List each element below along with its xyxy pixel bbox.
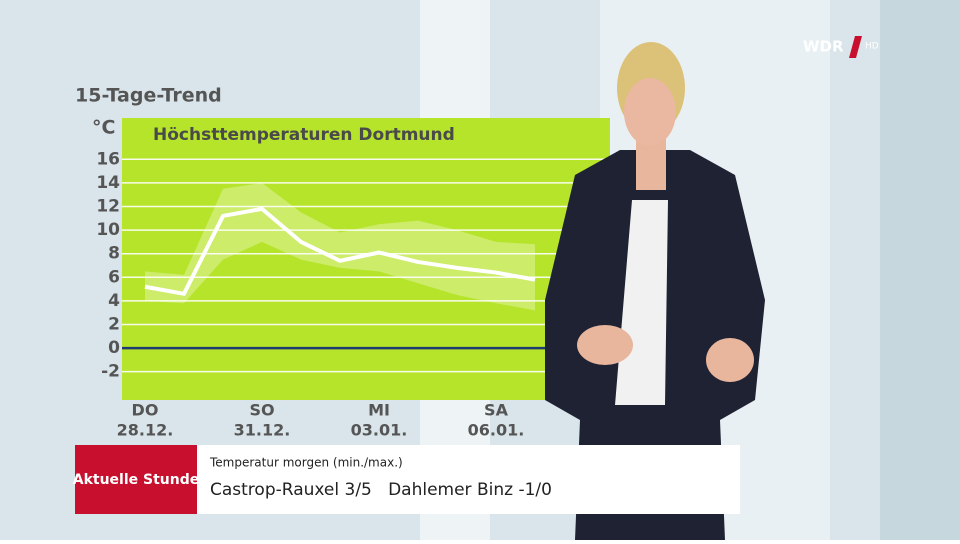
- ticker-caption: Temperatur morgen (min./max.): [209, 456, 403, 470]
- presenter-face: [624, 78, 676, 146]
- y-tick-label: 0: [108, 338, 120, 358]
- x-tick-weekday: SO: [249, 401, 274, 420]
- logo-slash: [849, 36, 862, 58]
- y-tick-label: 16: [96, 149, 120, 169]
- y-tick-label: -2: [101, 362, 120, 382]
- y-tick-label: 12: [96, 196, 120, 216]
- chart-title: Höchsttemperaturen Dortmund: [153, 125, 455, 145]
- logo: WDR: [803, 38, 844, 56]
- temperature-line: [144, 206, 536, 296]
- y-tick-label: 6: [108, 267, 120, 287]
- unit-label: °C: [92, 117, 115, 139]
- ticker-label-box: [75, 445, 197, 514]
- x-tick-weekday: DO: [132, 401, 159, 420]
- studio-panel: [880, 0, 960, 540]
- y-tick-label: 2: [108, 314, 120, 334]
- x-tick-label: 28.12.: [117, 421, 174, 440]
- y-tick-label: 8: [108, 244, 120, 264]
- y-tick-label: 14: [96, 173, 120, 193]
- x-tick-weekday: SA: [484, 401, 509, 420]
- ticker-label: Aktuelle Stunde: [73, 472, 200, 488]
- chart: Höchsttemperaturen Dortmund -2 0 2 4 6 8 10 12 14…: [96, 118, 610, 440]
- y-tick-label: 4: [108, 291, 120, 311]
- chart-heading: 15-Tage-Trend: [75, 85, 222, 107]
- presenter-hand: [577, 325, 633, 365]
- x-tick-weekday: MI: [368, 401, 390, 420]
- y-tick-label: 10: [96, 220, 120, 240]
- ticker-text: Castrop-Rauxel 3/5 Dahlemer Binz -1/0: [210, 480, 552, 500]
- range-band: [145, 182, 535, 311]
- x-tick-label: 06.01.: [468, 421, 525, 440]
- x-tick-label: 31.12.: [234, 421, 291, 440]
- presenter-hand: [706, 338, 754, 382]
- x-tick-label: 03.01.: [351, 421, 408, 440]
- logo-suffix: HD: [865, 42, 879, 52]
- presenter: [545, 42, 765, 540]
